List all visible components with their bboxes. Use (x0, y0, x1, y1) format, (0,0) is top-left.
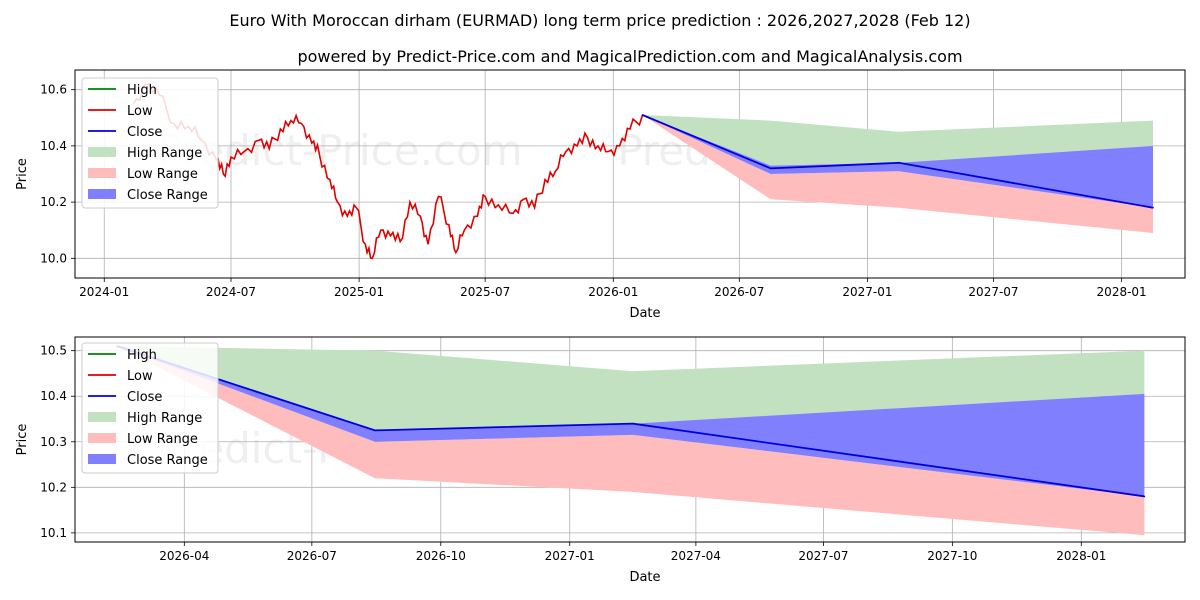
x-tick-label: 2027-07 (968, 285, 1018, 299)
bottom-panel: Predict-Price.comPredict-Price.com2026-0… (15, 336, 1186, 585)
close-point (769, 167, 772, 170)
close-point (897, 161, 900, 164)
y-tick-label: 10.0 (40, 251, 67, 265)
close-forecast-line (116, 345, 1145, 498)
y-tick-label: 10.3 (40, 435, 67, 449)
x-tick-label: 2025-07 (460, 285, 510, 299)
y-tick-label: 10.2 (40, 195, 67, 209)
low-range-area (642, 115, 1153, 233)
top-panel: Predict-Price.comPredict-Price.com2024-0… (15, 69, 1186, 321)
x-tick-label: 2024-07 (206, 285, 256, 299)
x-tick-label: 2027-10 (927, 549, 977, 563)
legend-label: High (127, 348, 157, 363)
y-tick-label: 10.4 (40, 139, 67, 153)
chart-title: Euro With Moroccan dirham (EURMAD) long … (229, 11, 970, 30)
y-tick-label: 10.4 (40, 389, 67, 403)
x-tick-label: 2027-04 (671, 549, 721, 563)
x-tick-label: 2027-01 (842, 285, 892, 299)
x-tick-label: 2024-01 (79, 285, 129, 299)
x-axis-label: Date (629, 306, 660, 321)
y-tick-label: 10.5 (40, 344, 67, 358)
high-range-area (117, 346, 1145, 431)
legend-label: Close Range (127, 453, 208, 468)
y-axis-label: Price (15, 424, 30, 456)
legend-label: High (127, 83, 157, 98)
close-point (641, 114, 644, 116)
x-tick-label: 2026-04 (159, 549, 209, 563)
close-range-area (117, 346, 1145, 497)
x-tick-label: 2026-07 (714, 285, 764, 299)
history-low-line (132, 82, 644, 260)
x-tick-label: 2026-07 (287, 549, 337, 563)
legend-swatch (88, 454, 116, 464)
legend-swatch (88, 147, 116, 157)
legend-label: Close Range (127, 188, 208, 203)
close-point (632, 422, 634, 425)
x-tick-label: 2027-01 (545, 549, 595, 563)
legend-swatch (88, 189, 116, 199)
axes-frame (74, 69, 1186, 279)
legend-swatch (88, 168, 116, 178)
y-tick-label: 10.1 (40, 526, 67, 540)
axes-frame (74, 336, 1186, 543)
legend-swatch (88, 433, 116, 443)
legend-label: Close (127, 390, 162, 405)
x-tick-label: 2026-10 (416, 549, 466, 563)
x-tick-label: 2028-01 (1056, 549, 1106, 563)
x-tick-label: 2028-01 (1097, 285, 1147, 299)
legend-swatch (88, 412, 116, 422)
chart-subtitle: powered by Predict-Price.com and Magical… (297, 47, 962, 66)
legend-label: Low Range (127, 167, 198, 182)
x-tick-label: 2025-01 (334, 285, 384, 299)
y-tick-label: 10.2 (40, 480, 67, 494)
x-axis-label: Date (629, 570, 660, 585)
legend-label: Low Range (127, 432, 198, 447)
high-range-area (642, 115, 1153, 166)
legend-label: High Range (127, 411, 202, 426)
legend-label: Low (127, 104, 153, 119)
x-tick-label: 2026-01 (588, 285, 638, 299)
close-point (1152, 206, 1154, 209)
y-tick-label: 10.6 (40, 83, 67, 97)
close-forecast-line (642, 114, 1154, 209)
y-axis-label: Price (15, 158, 30, 190)
close-point (1143, 495, 1146, 498)
legend-label: Low (127, 369, 153, 384)
legend-label: Close (127, 125, 162, 140)
close-point (374, 429, 376, 432)
x-tick-label: 2027-07 (798, 549, 848, 563)
low-range-area (117, 346, 1145, 536)
legend-label: High Range (127, 146, 202, 161)
